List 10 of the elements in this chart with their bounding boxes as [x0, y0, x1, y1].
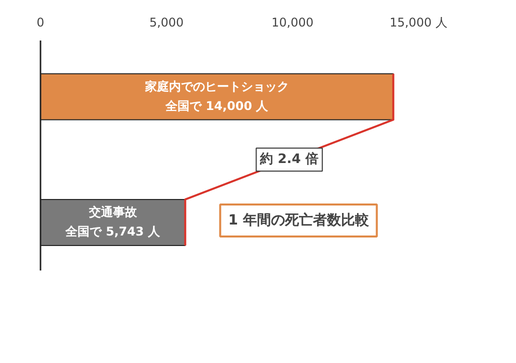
data-label: 全国で 5,743 人 — [64, 224, 162, 239]
y-tick-label: 家庭内でのヒートショック — [144, 80, 289, 94]
text: 1 年間の死亡者数比較 — [228, 212, 370, 228]
annotation: 約 2.4 倍 — [259, 151, 318, 168]
y-tick-label: 交通事故 — [88, 205, 138, 220]
data-label: 全国で 14,000 人 — [164, 98, 270, 113]
x-tick-label: 5,000 — [149, 16, 184, 30]
x-tick-label: 10,000 — [272, 16, 314, 30]
x-tick-label: 0 — [36, 16, 44, 30]
x-tick-label: 15,000 人 — [390, 16, 448, 30]
